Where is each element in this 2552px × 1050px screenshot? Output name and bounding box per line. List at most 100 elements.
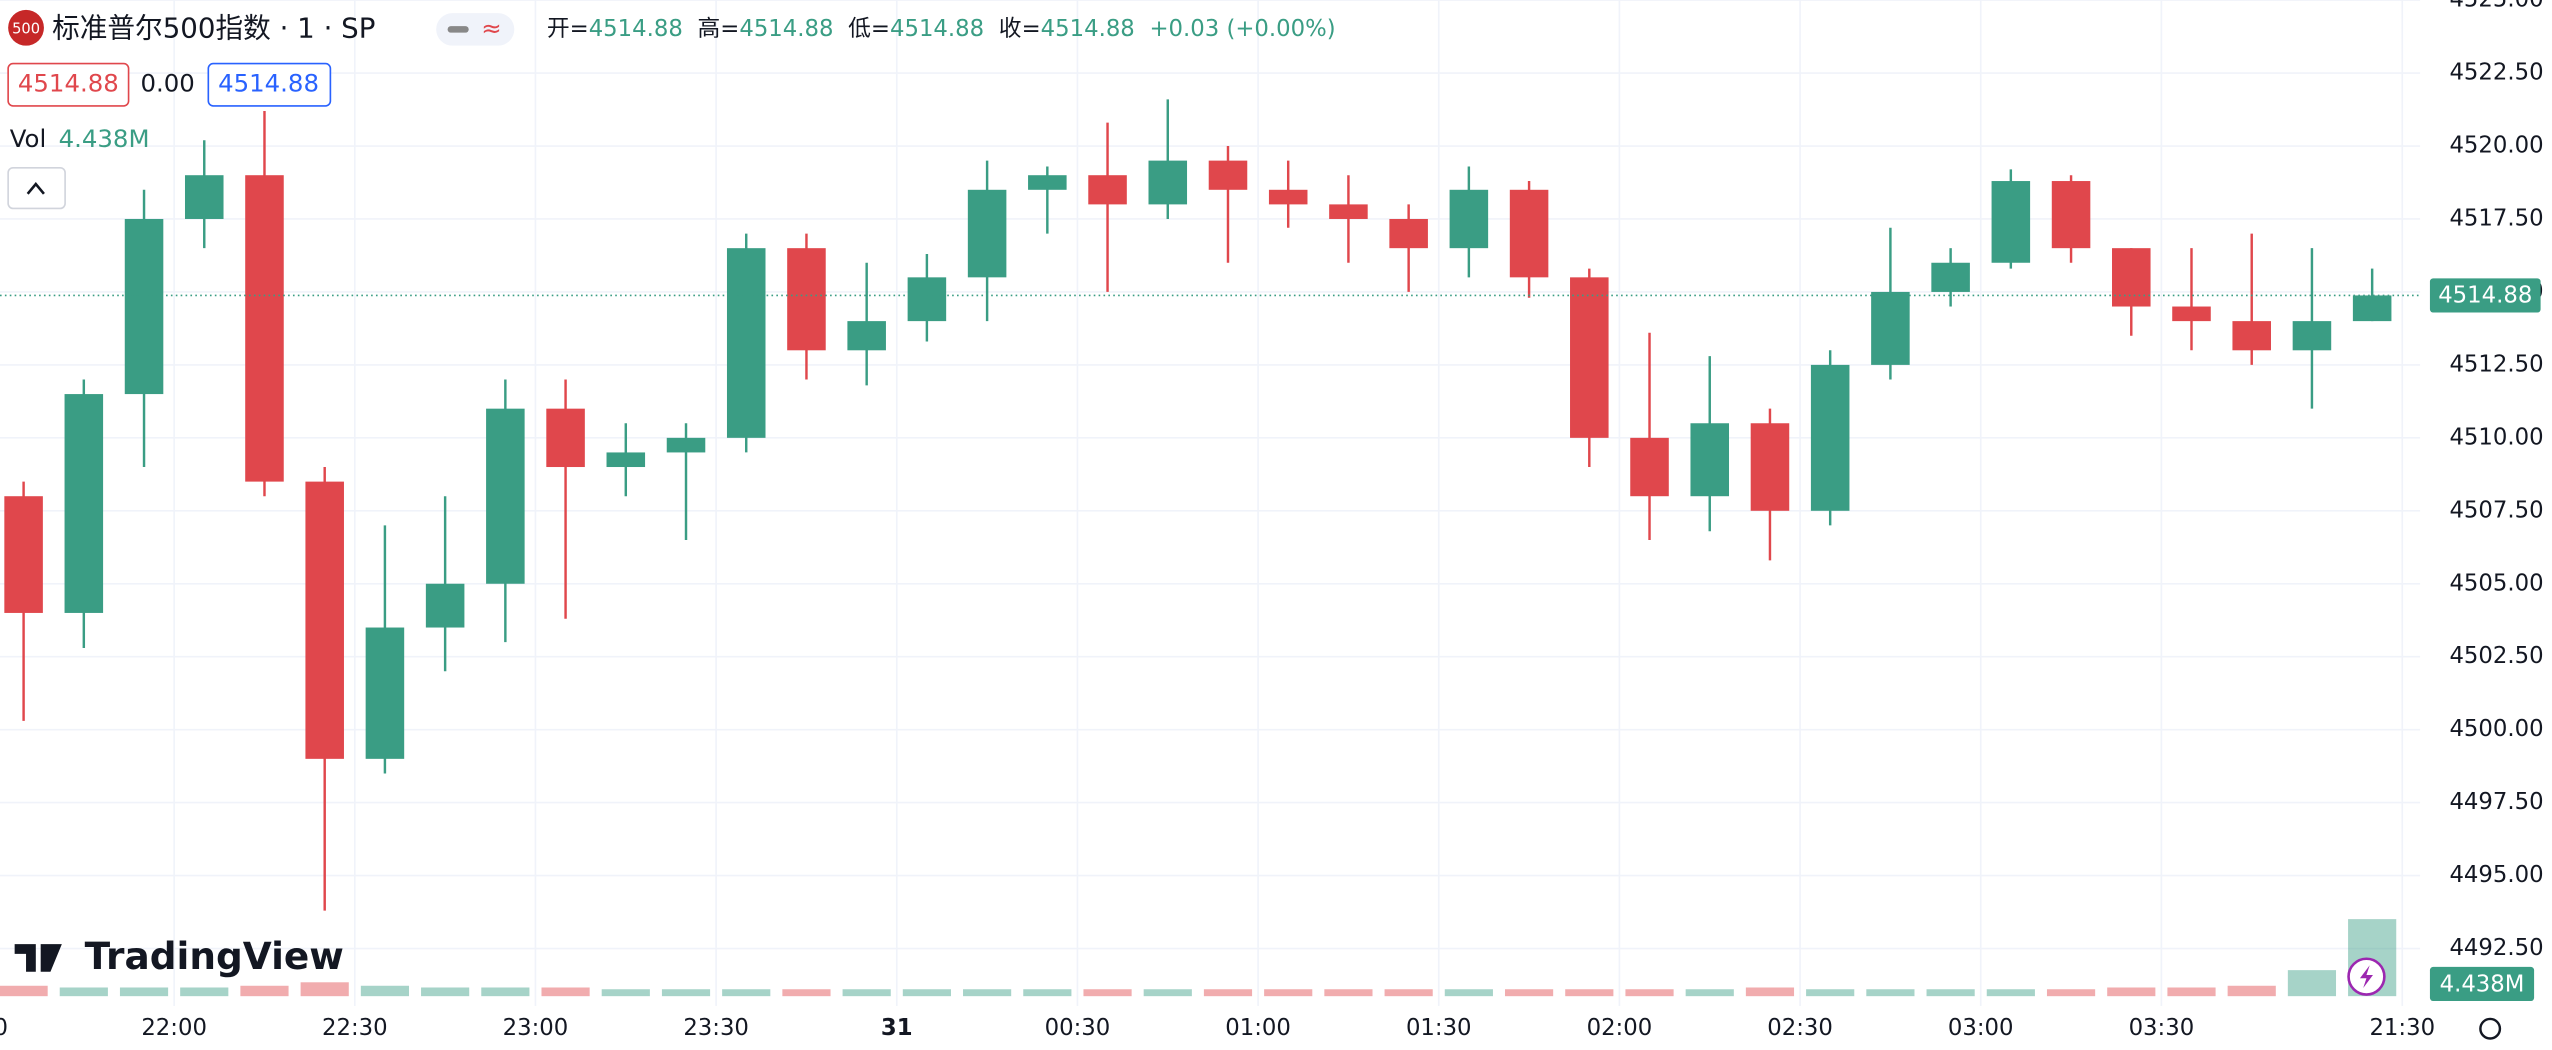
- candle-body: [1329, 204, 1368, 219]
- chart-title: 标准普尔500指数 · 1 · SP: [52, 11, 375, 44]
- candles: [4, 99, 2392, 911]
- candle-body: [1028, 175, 1067, 190]
- volume-bar: [1023, 989, 1072, 997]
- volume-bar: [902, 989, 951, 997]
- y-tick-label: 4492.50: [2449, 935, 2543, 961]
- candle-body: [546, 408, 585, 468]
- candle-body: [1208, 160, 1248, 190]
- candle-body: [1931, 262, 1970, 292]
- candle-body: [1268, 189, 1308, 205]
- legend-high: 4514.88: [739, 16, 833, 42]
- candle-body: [4, 496, 43, 613]
- volume-bar: [2227, 985, 2276, 997]
- quote-ask: 4514.88: [218, 69, 319, 98]
- candle-body: [184, 175, 224, 219]
- collapse-button[interactable]: [7, 166, 66, 210]
- x-tick-label: 23:00: [503, 1015, 569, 1041]
- volume-bar: [360, 985, 410, 997]
- y-tick-label: 4517.50: [2449, 205, 2543, 231]
- volume-bar: [1565, 989, 1614, 997]
- y-tick-label: 4505.00: [2449, 570, 2543, 596]
- volume-bar: [1625, 989, 1674, 997]
- x-tick-label: 03:30: [2129, 1015, 2195, 1041]
- candle-body: [425, 583, 465, 628]
- legend-open-label: 开=: [547, 16, 589, 42]
- quote-box: [7, 62, 130, 107]
- volume-bar: [1926, 989, 1975, 997]
- candle-body: [486, 408, 525, 584]
- volume-bar: [481, 987, 530, 997]
- volume-bar: [180, 987, 229, 997]
- volume-bar: [782, 989, 831, 997]
- candle-body: [1690, 423, 1730, 497]
- volume-bar: [2107, 987, 2156, 997]
- candle-body: [907, 277, 947, 322]
- legend-change: +0.03 (+0.00%): [1149, 16, 1335, 42]
- grid: [0, 0, 2421, 1006]
- symbol-badge: [8, 9, 44, 46]
- quote-spread: 0.00: [140, 69, 194, 98]
- x-tick-label: 02:30: [1767, 1015, 1833, 1041]
- y-tick-label: 4495.00: [2449, 862, 2543, 888]
- candle-body: [2172, 306, 2211, 322]
- x-tick-label: 21:30: [2369, 1015, 2435, 1041]
- x-tick-label: 31: [881, 1015, 913, 1041]
- volume-bar: [2167, 987, 2216, 997]
- brand-logo: [14, 944, 62, 972]
- candle-body: [1570, 277, 1609, 438]
- volume-bar: [1685, 989, 1734, 997]
- candle-body: [606, 452, 646, 468]
- volume-bar: [963, 989, 1012, 997]
- y-tick-label: 4522.50: [2449, 60, 2543, 86]
- volume-axis-label: 4.438M: [2440, 971, 2525, 997]
- volume-box: [2429, 966, 2535, 1002]
- y-tick-label: 4512.50: [2449, 351, 2543, 377]
- candle-body: [365, 627, 405, 759]
- volume-bar: [1504, 989, 1554, 997]
- candle-body: [2292, 321, 2332, 351]
- volume-bar: [601, 989, 650, 997]
- toggle-icon: ≈: [481, 13, 501, 42]
- volume-bar: [1745, 987, 1795, 997]
- candle-body: [305, 481, 344, 759]
- candle-body: [245, 175, 284, 482]
- candle-body: [1810, 364, 1850, 511]
- x-tick-label: 03:00: [1948, 1015, 2014, 1041]
- candle-body: [1088, 175, 1127, 205]
- volume-bar: [1324, 989, 1373, 997]
- legend-high-label: 高=: [698, 16, 740, 42]
- volume-bar: [2046, 989, 2096, 997]
- candle-body: [967, 189, 1007, 278]
- x-tick-label: 23:30: [683, 1015, 749, 1041]
- x-tick-label: 01:00: [1225, 1015, 1291, 1041]
- candle-body: [1389, 218, 1428, 249]
- candle-body: [2232, 321, 2271, 351]
- volume-bar: [1444, 989, 1493, 997]
- legend-close: 4514.88: [1041, 16, 1135, 42]
- legend-low-label: 低=: [848, 16, 890, 42]
- candle-body: [726, 248, 766, 438]
- candle-body: [1509, 189, 1549, 278]
- y-tick-label: 4510.00: [2449, 424, 2543, 450]
- volume-bar: [842, 989, 891, 997]
- candle-body: [2051, 181, 2091, 249]
- settings-icon[interactable]: [2479, 1017, 2502, 1040]
- candle-body: [2112, 248, 2151, 307]
- candle-body: [124, 218, 164, 395]
- x-tick-label: 02:00: [1587, 1015, 1653, 1041]
- legend-close-label: 收=: [999, 16, 1041, 42]
- candle-body: [2352, 295, 2392, 322]
- y-tick-label: 4502.50: [2449, 643, 2543, 669]
- toggle[interactable]: [436, 13, 515, 46]
- quote-box: [207, 62, 332, 107]
- y-tick-label: 4500.00: [2449, 716, 2543, 742]
- volume-bar: [2287, 970, 2337, 997]
- volume-bar: [1264, 989, 1313, 997]
- volume-bar: [1866, 989, 1915, 997]
- x-tick-label: 22:30: [322, 1015, 388, 1041]
- volume-bar: [1806, 989, 1855, 997]
- quote-bid: 4514.88: [18, 69, 119, 98]
- volume-bar: [722, 989, 771, 997]
- x-tick-label: 22:00: [141, 1015, 207, 1041]
